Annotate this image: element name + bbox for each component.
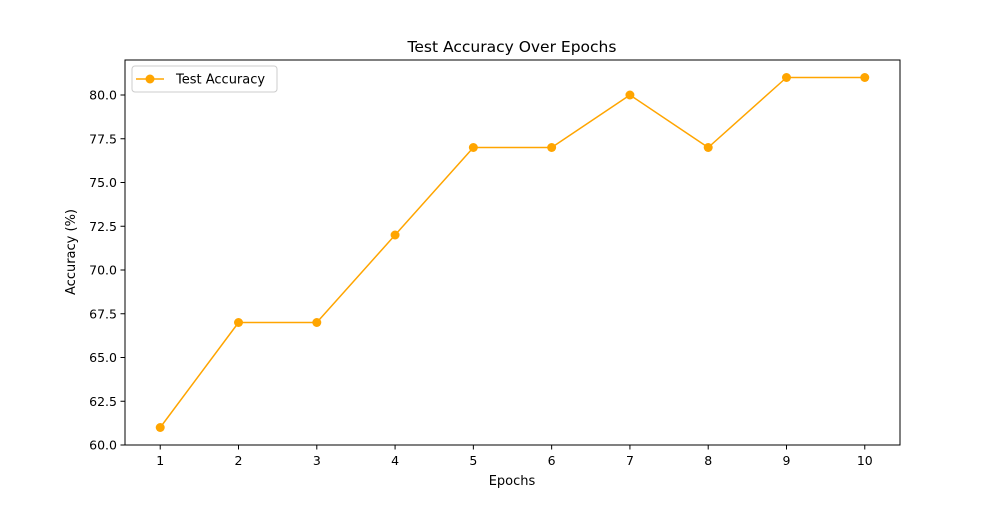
x-tick-label: 9 (783, 453, 791, 468)
y-tick-label: 70.0 (89, 263, 117, 278)
x-tick-label: 6 (548, 453, 556, 468)
x-tick-label: 2 (235, 453, 243, 468)
data-point (625, 90, 635, 100)
data-point (155, 423, 165, 432)
x-tick-label: 5 (469, 453, 477, 468)
y-tick-label: 65.0 (89, 350, 117, 365)
legend: Test Accuracy (131, 65, 278, 93)
y-tick-label: 72.5 (89, 219, 117, 234)
y-tick-label: 67.5 (89, 306, 117, 321)
x-tick-label: 7 (626, 453, 634, 468)
x-tick-label: 10 (857, 453, 873, 468)
y-tick-label: 60.0 (89, 438, 117, 453)
data-point (234, 318, 244, 327)
y-tick-label: 62.5 (89, 394, 117, 409)
y-axis-label: Accuracy (%) (64, 209, 79, 295)
chart-title: Test Accuracy Over Epochs (407, 38, 617, 56)
y-tick-label: 80.0 (89, 88, 117, 103)
x-tick-label: 8 (704, 453, 712, 468)
x-tick-label: 4 (391, 453, 399, 468)
data-point (390, 230, 400, 240)
x-tick-label: 1 (156, 453, 164, 468)
y-axis-ticks: 60.0 62.5 65.0 67.5 70.0 72.5 75.0 77.5 80.0 (89, 88, 125, 453)
series-layer (155, 73, 870, 432)
legend-marker-swatch (145, 74, 155, 84)
data-point (547, 143, 557, 152)
x-axis-label: Epochs (489, 474, 536, 489)
data-point (703, 143, 713, 152)
plot-area-frame (124, 59, 901, 446)
data-point (312, 318, 322, 327)
series-line (159, 76, 865, 428)
x-axis-ticks: 1 2 3 4 5 6 7 8 9 10 (156, 445, 873, 468)
y-tick-label: 75.0 (89, 175, 117, 190)
y-tick-label: 77.5 (89, 131, 117, 146)
data-point (860, 73, 870, 82)
legend-box (131, 65, 278, 93)
x-tick-label: 3 (313, 453, 321, 468)
data-point (468, 143, 478, 152)
data-point (781, 73, 791, 82)
legend-label: Test Accuracy (175, 73, 265, 88)
